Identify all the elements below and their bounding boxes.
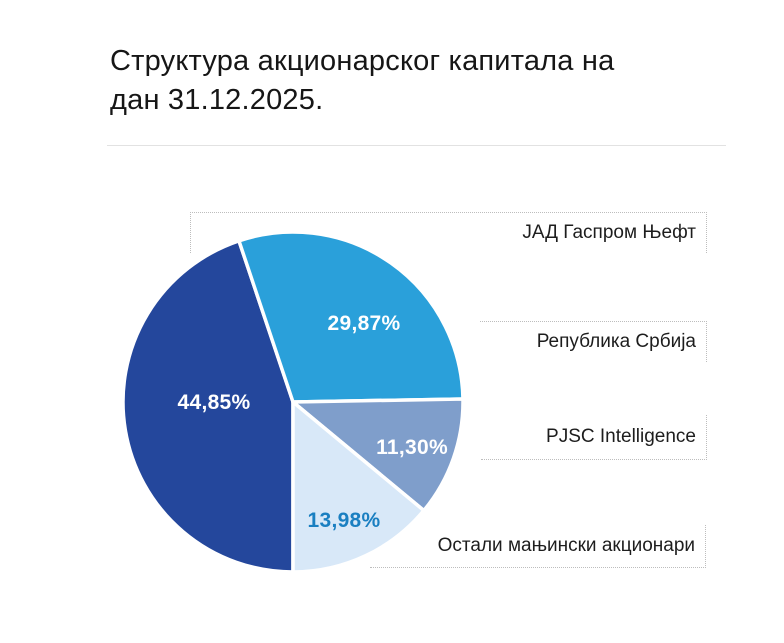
pie-slice-2	[291, 397, 465, 513]
title-divider	[107, 145, 726, 146]
slice-label-3: 13,98%	[307, 509, 381, 532]
callout-label-gasprom-text: ЈАД Гаспром Њефт	[522, 222, 696, 243]
slice-label-2: 11,30%	[376, 436, 448, 459]
callout-label-pjsc-intelligence-text: PJSC Intelligence	[546, 426, 696, 447]
callout-label-republika-srbija: Република Србија	[480, 321, 707, 362]
slice-label-0: 44,85%	[177, 391, 251, 414]
pie-slice-1	[237, 230, 465, 404]
page-title-line-2: дан 31.12.2025.	[110, 84, 324, 116]
pie-slice-0	[121, 239, 295, 574]
pie-slice-3	[291, 400, 426, 574]
callout-label-ostali-akcionari: Остали мањински акционари	[370, 525, 706, 568]
callout-label-pjsc-intelligence: PJSC Intelligence	[481, 415, 707, 460]
page-title: Структура акционарског капитала на дан 3…	[110, 42, 614, 120]
callout-label-ostali-akcionari-text: Остали мањински акционари	[437, 535, 695, 556]
callout-label-republika-srbija-text: Република Србија	[536, 331, 696, 352]
slice-label-1: 29,87%	[327, 312, 401, 335]
page-title-line-1: Структура акционарског капитала на	[110, 45, 615, 77]
callout-label-gasprom: ЈАД Гаспром Њефт	[190, 212, 707, 253]
